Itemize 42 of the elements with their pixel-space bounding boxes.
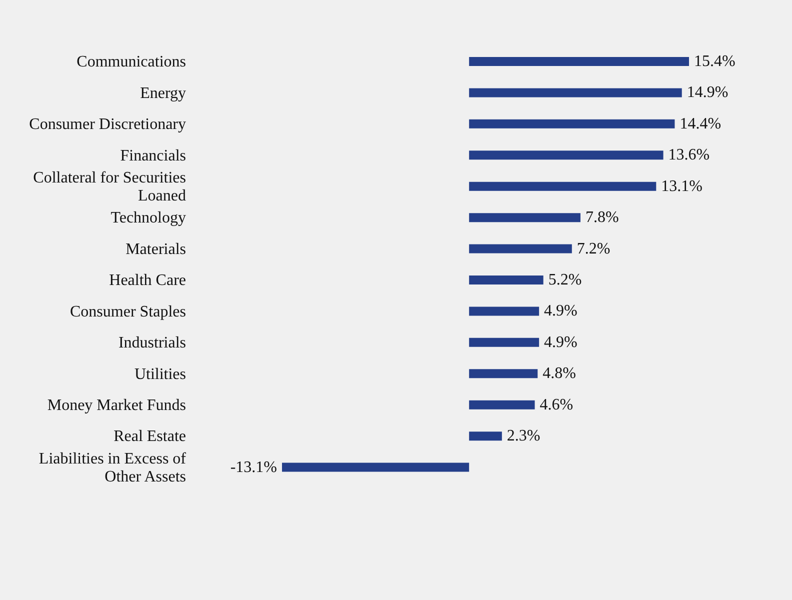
bar [469,306,540,316]
data-label: 13.6% [668,146,710,164]
bar [469,88,682,98]
bar [469,182,656,191]
bar [469,244,572,254]
data-label: 15.4% [694,53,736,70]
y-tick-label: Consumer Staples [70,302,186,320]
y-tick-label: Energy [140,84,186,102]
bar [469,276,544,284]
data-label: 4.9% [544,334,578,351]
data-label: 4.9% [544,302,578,320]
y-tick-label: Health Care [109,272,186,289]
data-label: 5.2% [548,272,582,288]
data-label: 14.9% [686,84,728,102]
bar [282,462,470,472]
bar [469,432,502,441]
bar [469,150,664,160]
y-tick-label: Money Market Funds [47,396,186,414]
y-tick-label: Technology [110,209,186,226]
data-label: 4.6% [540,396,574,414]
bar [469,119,675,128]
data-label: 2.3% [506,428,540,445]
bar [469,338,540,347]
y-tick-label: Liabilities in Excess of Other Assets [38,450,187,485]
data-label: -13.1% [230,458,277,476]
bar [469,400,535,410]
data-label: 7.2% [576,240,610,258]
data-label: 13.1% [661,178,702,195]
data-label: 4.8% [542,365,576,382]
data-label: 7.8% [585,209,619,226]
y-tick-label: Consumer Discretionary [29,116,186,133]
y-tick-label: Communications [76,53,186,70]
y-tick-label: Collateral for Securities Loaned [33,168,186,204]
bar [469,369,538,378]
bar [469,57,689,66]
y-tick-label: Financials [120,146,186,164]
y-tick-label: Utilities [134,365,186,382]
y-tick-label: Materials [126,240,186,258]
bar [469,213,580,222]
y-tick-label: Real Estate [114,428,186,445]
y-tick-label: Industrials [118,334,186,352]
data-label: 14.4% [680,115,722,132]
